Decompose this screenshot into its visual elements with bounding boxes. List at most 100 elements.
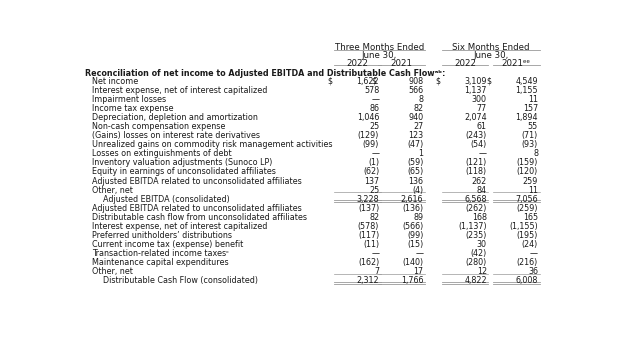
Text: 12: 12	[477, 268, 487, 276]
Text: Distributable cash flow from unconsolidated affiliates: Distributable cash flow from unconsolida…	[92, 213, 307, 222]
Text: Adjusted EBITDA related to unconsolidated affiliates: Adjusted EBITDA related to unconsolidate…	[92, 204, 302, 213]
Text: Depreciation, depletion and amortization: Depreciation, depletion and amortization	[92, 113, 259, 122]
Text: 2,312: 2,312	[356, 276, 379, 285]
Text: Preferred unitholders’ distributions: Preferred unitholders’ distributions	[92, 231, 232, 240]
Text: 136: 136	[408, 177, 423, 186]
Text: 1,894: 1,894	[516, 113, 538, 122]
Text: —: —	[479, 149, 487, 158]
Text: (4): (4)	[412, 186, 423, 194]
Text: Equity in earnings of unconsolidated affiliates: Equity in earnings of unconsolidated aff…	[92, 167, 276, 176]
Text: 7: 7	[374, 268, 379, 276]
Text: $: $	[328, 76, 333, 86]
Text: 61: 61	[477, 122, 487, 131]
Text: —: —	[415, 249, 423, 258]
Text: (24): (24)	[522, 240, 538, 249]
Text: Transaction-related income taxesᶜ: Transaction-related income taxesᶜ	[92, 249, 229, 258]
Text: 82: 82	[413, 104, 423, 113]
Text: 1,766: 1,766	[401, 276, 423, 285]
Text: (42): (42)	[470, 249, 487, 258]
Text: 1: 1	[419, 149, 423, 158]
Text: 25: 25	[369, 186, 379, 194]
Text: (59): (59)	[407, 158, 423, 167]
Text: (1,155): (1,155)	[509, 222, 538, 231]
Text: (54): (54)	[470, 140, 487, 149]
Text: —: —	[371, 95, 379, 104]
Text: 165: 165	[523, 213, 538, 222]
Text: 2,074: 2,074	[464, 113, 487, 122]
Text: (280): (280)	[466, 258, 487, 267]
Text: 11: 11	[528, 95, 538, 104]
Text: Maintenance capital expenditures: Maintenance capital expenditures	[92, 258, 229, 267]
Text: (162): (162)	[358, 258, 379, 267]
Text: Net income: Net income	[92, 76, 139, 86]
Text: 1,137: 1,137	[465, 86, 487, 95]
Text: (1): (1)	[368, 158, 379, 167]
Text: Interest expense, net of interest capitalized: Interest expense, net of interest capita…	[92, 86, 268, 95]
Text: 4,822: 4,822	[464, 276, 487, 285]
Text: 27: 27	[413, 122, 423, 131]
Text: 578: 578	[364, 86, 379, 95]
Text: (62): (62)	[363, 167, 379, 176]
Text: 36: 36	[528, 268, 538, 276]
Text: 1,622: 1,622	[356, 76, 379, 86]
Text: Other, net: Other, net	[92, 268, 133, 276]
Text: 7,056: 7,056	[515, 195, 538, 204]
Text: 1,155: 1,155	[515, 86, 538, 95]
Text: 2,616: 2,616	[401, 195, 423, 204]
Text: 6,008: 6,008	[516, 276, 538, 285]
Text: June 30,: June 30,	[473, 51, 508, 60]
Text: (15): (15)	[407, 240, 423, 249]
Text: (262): (262)	[465, 204, 487, 213]
Text: Inventory valuation adjustments (Sunoco LP): Inventory valuation adjustments (Sunoco …	[92, 158, 273, 167]
Text: 259: 259	[523, 177, 538, 186]
Text: (235): (235)	[465, 231, 487, 240]
Text: Adjusted EBITDA (consolidated): Adjusted EBITDA (consolidated)	[103, 195, 230, 204]
Text: (99): (99)	[407, 231, 423, 240]
Text: Distributable Cash Flow (consolidated): Distributable Cash Flow (consolidated)	[103, 276, 259, 285]
Text: 137: 137	[364, 177, 379, 186]
Text: 55: 55	[528, 122, 538, 131]
Text: 8: 8	[419, 95, 423, 104]
Text: Impairment losses: Impairment losses	[92, 95, 166, 104]
Text: 168: 168	[472, 213, 487, 222]
Text: 2022: 2022	[346, 59, 369, 68]
Text: 157: 157	[523, 104, 538, 113]
Text: 89: 89	[413, 213, 423, 222]
Text: 30: 30	[477, 240, 487, 249]
Text: 2022: 2022	[454, 59, 476, 68]
Text: (121): (121)	[466, 158, 487, 167]
Text: (118): (118)	[466, 167, 487, 176]
Text: (71): (71)	[522, 131, 538, 140]
Text: 1,046: 1,046	[356, 113, 379, 122]
Text: 940: 940	[408, 113, 423, 122]
Text: —: —	[371, 149, 379, 158]
Text: 8: 8	[533, 149, 538, 158]
Text: (11): (11)	[363, 240, 379, 249]
Text: (140): (140)	[402, 258, 423, 267]
Text: Six Months Ended: Six Months Ended	[452, 44, 529, 52]
Text: 6,568: 6,568	[465, 195, 487, 204]
Text: (159): (159)	[516, 158, 538, 167]
Text: (195): (195)	[516, 231, 538, 240]
Text: 3,109: 3,109	[465, 76, 487, 86]
Text: 300: 300	[472, 95, 487, 104]
Text: (578): (578)	[358, 222, 379, 231]
Text: 123: 123	[408, 131, 423, 140]
Text: Other, net: Other, net	[92, 186, 133, 194]
Text: 84: 84	[477, 186, 487, 194]
Text: Income tax expense: Income tax expense	[92, 104, 174, 113]
Text: (117): (117)	[358, 231, 379, 240]
Text: (216): (216)	[516, 258, 538, 267]
Text: —: —	[371, 249, 379, 258]
Text: (259): (259)	[516, 204, 538, 213]
Text: 77: 77	[477, 104, 487, 113]
Text: Adjusted EBITDA related to unconsolidated affiliates: Adjusted EBITDA related to unconsolidate…	[92, 177, 302, 186]
Text: (137): (137)	[358, 204, 379, 213]
Text: (120): (120)	[516, 167, 538, 176]
Text: (47): (47)	[407, 140, 423, 149]
Text: Interest expense, net of interest capitalized: Interest expense, net of interest capita…	[92, 222, 268, 231]
Text: (Gains) losses on interest rate derivatives: (Gains) losses on interest rate derivati…	[92, 131, 260, 140]
Text: 3,228: 3,228	[356, 195, 379, 204]
Text: Non-cash compensation expense: Non-cash compensation expense	[92, 122, 226, 131]
Text: 11: 11	[528, 186, 538, 194]
